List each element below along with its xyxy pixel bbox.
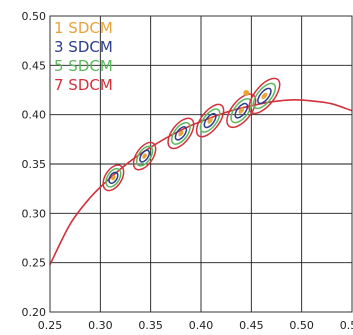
legend-label-2: 3 SDCM: [54, 38, 113, 56]
point-layer: [112, 89, 266, 180]
x-tick-label: 0.50: [289, 319, 314, 332]
ellipse-3-sdcm: [234, 102, 249, 119]
ellipse-center-point: [143, 154, 147, 158]
y-tick-label: 0.20: [22, 306, 47, 319]
x-tick-label: 0.45: [239, 319, 264, 332]
macadam-ellipse-group-1: [132, 141, 157, 171]
macadam-ellipse-group-3: [195, 103, 225, 138]
x-tick-label: 0.25: [38, 319, 63, 332]
ellipse-7-sdcm: [167, 117, 195, 150]
ellipse-center-point: [263, 94, 266, 98]
y-tick-label: 0.40: [22, 109, 47, 122]
ellipse-7-sdcm: [195, 103, 225, 138]
locus-layer: [49, 99, 353, 265]
ellipse-5-sdcm: [252, 82, 277, 110]
ellipse-7-sdcm: [248, 77, 281, 115]
ellipse-5-sdcm: [135, 145, 154, 167]
y-axis-ticks: 0.20 0.25 0.30 0.35 0.40 0.45 0.50: [22, 10, 47, 319]
x-tick-label: 0.35: [138, 319, 163, 332]
y-tick-label: 0.50: [22, 10, 47, 23]
ellipse-center-point: [239, 109, 243, 113]
x-tick-label: 0.55: [340, 319, 353, 332]
y-tick-label: 0.35: [22, 158, 47, 171]
ellipse-3-sdcm: [108, 171, 119, 185]
ellipse-3-sdcm: [257, 87, 272, 105]
extra-point: [243, 89, 250, 96]
x-axis-ticks: 0.25 0.30 0.35 0.40 0.45 0.50 0.55: [38, 319, 353, 332]
ellipse-center-point: [208, 119, 212, 122]
ellipse-3-sdcm: [203, 112, 217, 129]
ellipse-5-sdcm: [230, 98, 253, 124]
ellipse-5-sdcm: [171, 121, 191, 145]
x-tick-label: 0.30: [88, 319, 113, 332]
ellipse-center-point: [112, 176, 115, 180]
ellipse-3-sdcm: [139, 149, 151, 163]
y-tick-label: 0.45: [22, 59, 47, 72]
legend-label-3: 5 SDCM: [54, 57, 113, 75]
y-tick-label: 0.30: [22, 207, 47, 220]
ellipse-7-sdcm: [132, 141, 157, 171]
plot-frame: [49, 15, 353, 313]
legend-label-1: 1 SDCM: [54, 19, 113, 37]
y-tick-label: 0.25: [22, 257, 47, 270]
legend-label-4: 7 SDCM: [54, 76, 113, 94]
x-tick-label: 0.40: [189, 319, 214, 332]
blackbody-locus-line: [49, 99, 353, 265]
ellipse-3-sdcm: [174, 126, 188, 141]
ellipse-center-point: [179, 132, 183, 135]
ellipse-7-sdcm: [102, 164, 125, 192]
ellipse-5-sdcm: [199, 108, 221, 133]
ellipse-5-sdcm: [105, 167, 122, 188]
